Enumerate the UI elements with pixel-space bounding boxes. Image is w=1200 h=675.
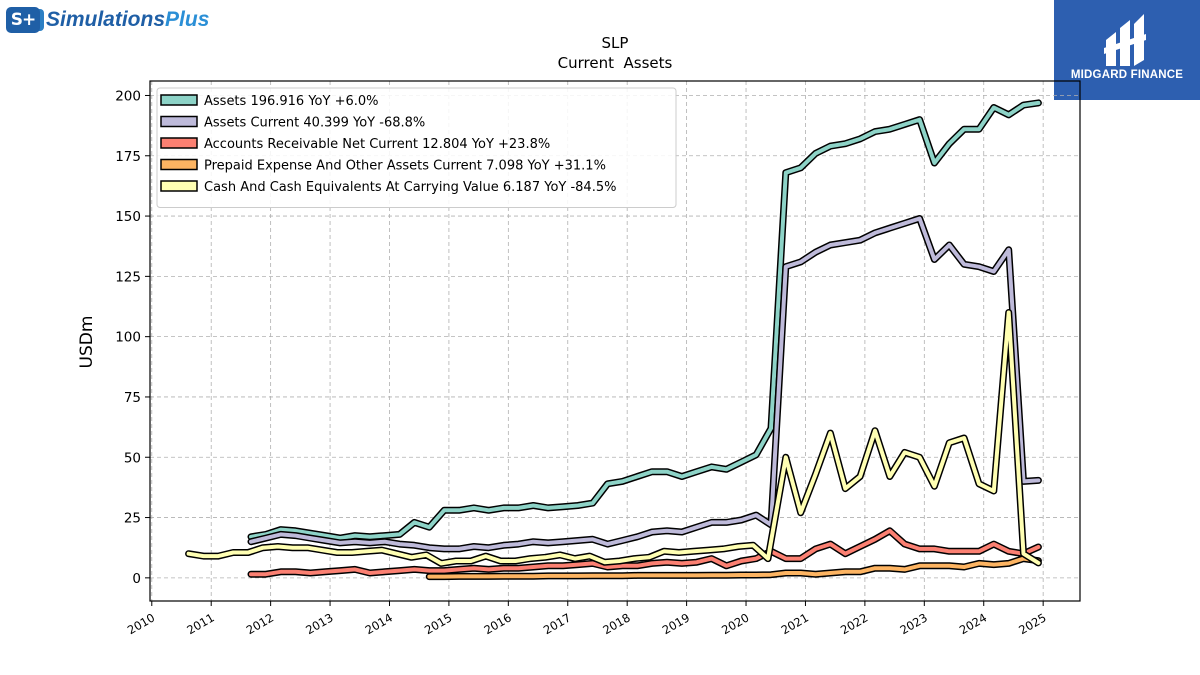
y-axis-label: USDm (77, 316, 97, 369)
x-tick-label: 2025 (1016, 610, 1048, 637)
midgard-finance-emblem-icon (1104, 14, 1146, 66)
y-tick-label: 175 (115, 149, 141, 165)
midgard-finance-name: MIDGARD FINANCE (1070, 69, 1184, 81)
midgard-finance-logo: MIDGARD FINANCE (1054, 0, 1200, 100)
legend-swatch (160, 158, 198, 171)
chart-title: SLP (602, 34, 629, 52)
legend-box (156, 87, 677, 208)
y-tick-label: 25 (124, 511, 141, 527)
x-tick-label: 2019 (660, 610, 692, 637)
legend-swatch (160, 94, 198, 106)
y-tick-label: 0 (132, 571, 141, 587)
legend-entry: Accounts Receivable Net Current 12.804 Y… (204, 137, 550, 152)
logo-name: Simulations (46, 8, 166, 31)
legend: Assets 196.916 YoY +6.0% Assets Current 4… (156, 87, 677, 208)
series-line-4 (186, 310, 1041, 566)
plot-frame (149, 80, 1081, 602)
series-lines (185, 99, 1042, 581)
x-tick-label: 2013 (303, 610, 335, 637)
legend-swatch (160, 137, 198, 149)
x-tick-label: 2023 (897, 610, 929, 637)
x-tick-label: 2021 (779, 610, 811, 637)
x-tick-label: 2014 (363, 610, 395, 637)
legend-entry: Prepaid Expense And Other Assets Current… (204, 159, 606, 174)
y-tick-label: 100 (115, 330, 141, 346)
series-line-3 (427, 556, 1041, 579)
y-tick-label: 125 (115, 269, 141, 285)
y-tick-label: 150 (115, 209, 141, 225)
legend-entry: Assets Current 40.399 YoY -68.8% (204, 116, 425, 131)
y-tick-label: 50 (124, 450, 141, 466)
logo-name-accent: Plus (165, 8, 210, 31)
x-tick-label: 2022 (838, 610, 870, 637)
x-tick-label: 2011 (184, 610, 216, 637)
simulations-plus-logo: S+ SimulationsPlus (6, 5, 209, 35)
legend-swatch (160, 115, 198, 128)
series-line-1 (249, 216, 1041, 551)
y-tick-label: 75 (124, 390, 141, 406)
y-tick-label: 200 (115, 88, 141, 104)
x-tick-label: 2018 (600, 610, 632, 637)
legend-entry: Assets 196.916 YoY +6.0% (204, 94, 379, 109)
x-tick-label: 2016 (481, 610, 513, 637)
series-line-2 (249, 528, 1041, 577)
series-line-0 (249, 100, 1041, 541)
x-tick-label: 2010 (125, 610, 157, 637)
x-tick-label: 2017 (541, 610, 573, 637)
chart-subtitle: Current Assets (558, 54, 673, 72)
x-axis-ticks: 2010 2011 2012 2013 2014 2015 2016 2017 2018 2019… (125, 601, 1049, 637)
x-tick-label: 2012 (244, 610, 276, 637)
legend-swatch (160, 180, 198, 192)
simulations-plus-logo-text: SimulationsPlus (46, 8, 209, 32)
y-axis-ticks: 0 25 50 75 100 125 150 175 200 (115, 88, 150, 587)
x-tick-label: 2024 (957, 610, 989, 637)
legend-entry: Cash And Cash Equivalents At Carrying Va… (204, 180, 616, 195)
x-tick-label: 2020 (719, 610, 751, 637)
x-tick-label: 2015 (422, 610, 454, 637)
series-line-outline-1 (247, 215, 1042, 553)
series-line-outline-4 (185, 309, 1042, 567)
